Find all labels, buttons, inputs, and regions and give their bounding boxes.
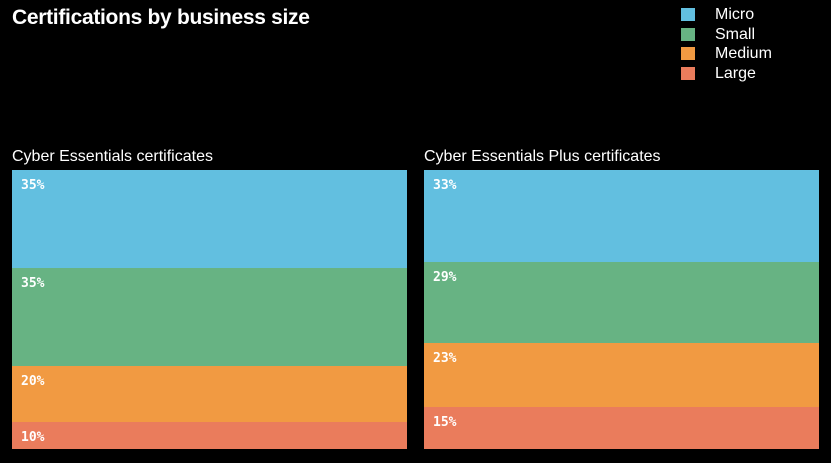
segment-label-medium: 23% <box>433 351 457 366</box>
segment-medium: 20% <box>12 366 407 422</box>
segment-small: 29% <box>424 262 819 343</box>
panel-cyber-essentials: Cyber Essentials certificates 35% 35% 20% 1… <box>12 146 407 449</box>
segment-large: 15% <box>424 407 819 449</box>
legend-item-small: Small <box>681 25 772 45</box>
legend-swatch-large <box>681 66 695 80</box>
segment-micro: 35% <box>12 170 407 268</box>
legend-label-medium: Medium <box>715 45 772 63</box>
segment-medium: 23% <box>424 343 819 407</box>
legend-swatch-small <box>681 27 695 41</box>
legend-label-large: Large <box>715 64 756 82</box>
legend-item-medium: Medium <box>681 44 772 64</box>
segment-label-large: 15% <box>433 415 457 430</box>
legend: Micro Small Medium Large <box>681 5 772 83</box>
segment-label-large: 10% <box>21 430 45 445</box>
legend-label-micro: Micro <box>715 6 755 24</box>
panel-cyber-essentials-plus: Cyber Essentials Plus certificates 33% 29… <box>424 146 819 449</box>
segment-small: 35% <box>12 268 407 366</box>
legend-swatch-medium <box>681 47 695 61</box>
stacked-bar-cyber-essentials: 35% 35% 20% 10% <box>12 170 407 449</box>
segment-label-micro: 33% <box>433 178 457 193</box>
segment-large: 10% <box>12 422 407 449</box>
panel-title-cyber-essentials: Cyber Essentials certificates <box>12 148 213 165</box>
segment-label-medium: 20% <box>21 374 45 389</box>
legend-swatch-micro <box>681 8 695 22</box>
legend-item-large: Large <box>681 64 772 84</box>
legend-label-small: Small <box>715 25 756 43</box>
segment-label-small: 35% <box>21 276 45 291</box>
chart-title: Certifications by business size <box>12 6 310 29</box>
panel-title-cyber-essentials-plus: Cyber Essentials Plus certificates <box>424 148 661 165</box>
segment-micro: 33% <box>424 170 819 262</box>
segment-label-micro: 35% <box>21 178 45 193</box>
segment-label-small: 29% <box>433 270 457 285</box>
stacked-bar-cyber-essentials-plus: 33% 29% 23% 15% <box>424 170 819 449</box>
legend-item-micro: Micro <box>681 5 772 25</box>
